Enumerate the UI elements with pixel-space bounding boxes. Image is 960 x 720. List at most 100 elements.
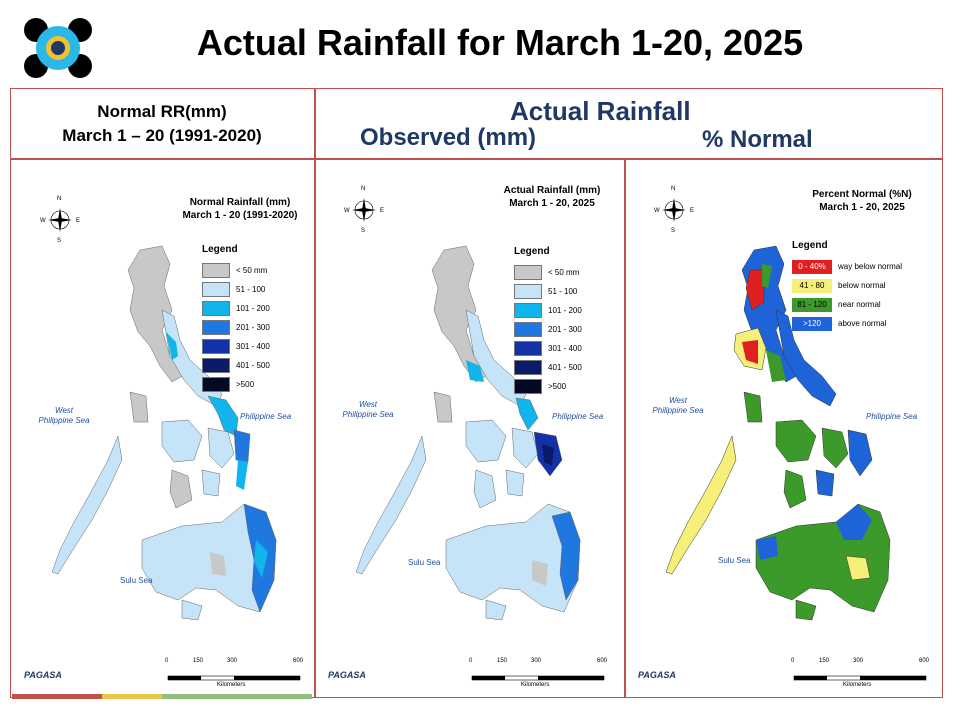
- percent-legend-label: above normal: [838, 319, 887, 328]
- normal-legend-label: < 50 mm: [236, 266, 268, 275]
- observed-map-title-2: March 1 - 20, 2025: [509, 198, 595, 209]
- scale-tick-3: 600: [597, 658, 608, 664]
- normal-legend-swatch: [202, 320, 230, 335]
- normal-map-title-1: Normal Rainfall (mm): [189, 197, 291, 208]
- percent-legend-label: below normal: [838, 281, 886, 290]
- scale-tick-3: 600: [293, 658, 304, 664]
- observed-header: Observed (mm): [360, 124, 537, 151]
- observed-legend-row: 101 - 200: [514, 301, 582, 320]
- bottom-bar-segment-2: [102, 694, 162, 699]
- normal-rainfall-map: N S E W: [40, 196, 301, 681]
- normal-legend-label: 301 - 400: [236, 342, 270, 351]
- observed-legend-title: Legend: [514, 246, 550, 257]
- bottom-bar-segment-1: [12, 694, 102, 699]
- observed-map-title-1: Actual Rainfall (mm): [503, 185, 601, 196]
- normal-legend-swatch: [202, 339, 230, 354]
- normal-rainfall-map-panel: N S E W Normal Rainfall (mm) March 1 - 2…: [12, 160, 312, 696]
- observed-legend-label: 401 - 500: [548, 363, 582, 372]
- compass-s: S: [671, 228, 675, 234]
- percent-normal-map-panel: N S E W Percent Normal (%N) March 1 - 20…: [626, 160, 941, 696]
- normal-legend-label: >500: [236, 380, 255, 389]
- percent-map-title: Percent Normal (%N) March 1 - 20, 2025: [802, 188, 922, 214]
- scale-unit: Kilometers: [217, 682, 246, 688]
- compass-e: E: [690, 208, 694, 214]
- normal-legend-row: 401 - 500: [202, 356, 270, 375]
- scale-tick-0: 0: [165, 658, 169, 664]
- normal-legend-swatch: [202, 358, 230, 373]
- observed-legend-label: 201 - 300: [548, 325, 582, 334]
- compass-s: S: [361, 228, 365, 234]
- observed-legend-row: 401 - 500: [514, 358, 582, 377]
- sulu-sea-label: Sulu Sea: [120, 576, 153, 585]
- compass-rose-icon: [662, 198, 686, 222]
- scale-tick-2: 300: [853, 658, 864, 664]
- west-philippine-sea-label: West Philippine Sea: [648, 396, 708, 416]
- percent-map-title-1: Percent Normal (%N): [812, 189, 912, 200]
- scale-tick-3: 600: [919, 658, 930, 664]
- observed-legend-swatch: [514, 303, 542, 318]
- sea-west-line1: West: [54, 406, 74, 415]
- scale-tick-0: 0: [791, 658, 795, 664]
- normal-legend-row: 101 - 200: [202, 299, 270, 318]
- pagasa-brand: PAGASA: [638, 670, 676, 680]
- normal-legend-swatch: [202, 377, 230, 392]
- pagasa-seal-logo: [22, 16, 94, 80]
- normal-legend: Legend < 50 mm 51 - 100 101 - 200 201 - 300…: [202, 244, 270, 394]
- brand-name: PAGASA: [638, 670, 676, 680]
- scale-tick-0: 0: [469, 658, 473, 664]
- sulu-sea-label: Sulu Sea: [408, 558, 441, 567]
- normal-header-line1: Normal RR(mm): [97, 102, 227, 121]
- percent-legend-swatch: >120: [792, 316, 832, 331]
- percent-legend-row: 81 - 120 near normal: [792, 295, 902, 314]
- actual-rainfall-header: Actual Rainfall: [510, 96, 691, 126]
- observed-legend-swatch: [514, 322, 542, 337]
- normal-legend-title: Legend: [202, 244, 238, 255]
- normal-legend-label: 201 - 300: [236, 323, 270, 332]
- percent-legend-swatch: 0 - 40%: [792, 259, 832, 274]
- observed-legend-row: < 50 mm: [514, 263, 582, 282]
- philippine-sea-label: Philippine Sea: [552, 412, 604, 421]
- percent-legend-label: way below normal: [838, 262, 903, 271]
- sea-west-line2: Philippine Sea: [38, 416, 90, 425]
- pagasa-brand: PAGASA: [328, 670, 366, 680]
- compass-w: W: [40, 218, 46, 224]
- west-philippine-sea-label: West Philippine Sea: [338, 400, 398, 420]
- sea-west-line1: West: [668, 396, 688, 405]
- percent-legend-swatch: 41 - 80: [792, 278, 832, 293]
- observed-legend-row: 51 - 100: [514, 282, 582, 301]
- brand-name: PAGASA: [328, 670, 366, 680]
- divider-horizontal: [10, 158, 943, 160]
- west-philippine-sea-label: West Philippine Sea: [34, 406, 94, 426]
- scale-unit: Kilometers: [521, 682, 550, 688]
- normal-legend-row: >500: [202, 375, 270, 394]
- normal-legend-label: 401 - 500: [236, 361, 270, 370]
- observed-rainfall-map: N S E W: [344, 186, 605, 681]
- observed-map-title: Actual Rainfall (mm) March 1 - 20, 2025: [492, 184, 612, 210]
- compass-w: W: [654, 208, 660, 214]
- compass-n: N: [57, 196, 61, 202]
- normal-legend-swatch: [202, 282, 230, 297]
- observed-legend-row: >500: [514, 377, 582, 396]
- observed-legend-row: 301 - 400: [514, 339, 582, 358]
- percent-legend-label: near normal: [838, 300, 881, 309]
- compass-rose-icon: [352, 198, 376, 222]
- scale-tick-2: 300: [227, 658, 238, 664]
- normal-legend-row: 51 - 100: [202, 280, 270, 299]
- observed-rainfall-map-panel: N S E W Actual Rainfall (mm) March 1 - 2…: [316, 160, 623, 696]
- percent-legend-swatch: 81 - 120: [792, 297, 832, 312]
- scale-unit: Kilometers: [843, 682, 872, 688]
- percent-normal-header: % Normal: [702, 126, 813, 153]
- scale-tick-1: 150: [193, 658, 204, 664]
- brand-name: PAGASA: [24, 670, 62, 680]
- philippine-sea-label: Philippine Sea: [240, 412, 292, 421]
- normal-legend-row: 201 - 300: [202, 318, 270, 337]
- observed-legend-label: < 50 mm: [548, 268, 580, 277]
- sea-west-line2: Philippine Sea: [342, 410, 394, 419]
- sulu-sea-label: Sulu Sea: [718, 556, 751, 565]
- compass-n: N: [671, 186, 675, 192]
- percent-normal-map: N S E W: [654, 186, 927, 681]
- content-frame: [10, 88, 943, 698]
- observed-legend: Legend < 50 mm 51 - 100 101 - 200 201 - 300…: [514, 246, 582, 396]
- normal-legend-label: 101 - 200: [236, 304, 270, 313]
- compass-s: S: [57, 238, 61, 244]
